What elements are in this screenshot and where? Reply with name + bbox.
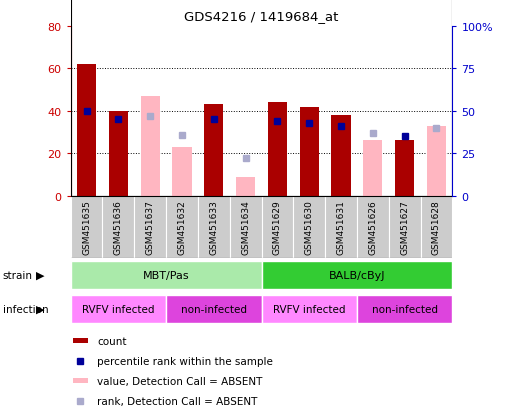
Bar xyxy=(300,107,319,196)
Text: count: count xyxy=(97,336,127,346)
Text: GSM451633: GSM451633 xyxy=(209,199,218,254)
Bar xyxy=(230,196,262,258)
Text: strain: strain xyxy=(3,270,32,280)
Text: value, Detection Call = ABSENT: value, Detection Call = ABSENT xyxy=(97,376,263,386)
Text: GSM451628: GSM451628 xyxy=(432,199,441,254)
Bar xyxy=(103,196,134,258)
Text: GSM451632: GSM451632 xyxy=(177,199,187,254)
Text: non-infected: non-infected xyxy=(372,304,438,314)
Bar xyxy=(357,196,389,258)
Bar xyxy=(204,105,223,196)
Bar xyxy=(325,196,357,258)
Bar xyxy=(198,196,230,258)
Text: ▶: ▶ xyxy=(36,270,44,280)
Bar xyxy=(77,65,96,196)
Bar xyxy=(395,141,414,196)
Title: GDS4216 / 1419684_at: GDS4216 / 1419684_at xyxy=(184,10,339,23)
Bar xyxy=(357,295,452,323)
Bar xyxy=(173,147,191,196)
Bar xyxy=(166,196,198,258)
Bar xyxy=(262,196,293,258)
Text: GSM451636: GSM451636 xyxy=(114,199,123,254)
Bar xyxy=(134,196,166,258)
Text: BALB/cByJ: BALB/cByJ xyxy=(328,270,385,280)
Text: RVFV infected: RVFV infected xyxy=(273,304,346,314)
Bar xyxy=(427,126,446,196)
Text: GSM451637: GSM451637 xyxy=(145,199,155,254)
Bar xyxy=(332,116,350,196)
Bar xyxy=(262,261,452,289)
Text: ▶: ▶ xyxy=(36,304,44,314)
Bar xyxy=(262,295,357,323)
Bar xyxy=(420,196,452,258)
Bar xyxy=(236,177,255,196)
Bar xyxy=(71,295,166,323)
Bar xyxy=(141,97,160,196)
Text: infection: infection xyxy=(3,304,48,314)
Text: RVFV infected: RVFV infected xyxy=(82,304,155,314)
Text: GSM451634: GSM451634 xyxy=(241,199,250,254)
Bar xyxy=(73,339,88,344)
Bar xyxy=(73,378,88,383)
Text: GSM451627: GSM451627 xyxy=(400,199,409,254)
Bar xyxy=(389,196,420,258)
Text: rank, Detection Call = ABSENT: rank, Detection Call = ABSENT xyxy=(97,396,258,406)
Text: MBT/Pas: MBT/Pas xyxy=(143,270,189,280)
Bar xyxy=(166,295,262,323)
Bar xyxy=(293,196,325,258)
Bar xyxy=(363,141,382,196)
Text: non-infected: non-infected xyxy=(181,304,247,314)
Text: GSM451631: GSM451631 xyxy=(336,199,346,254)
Bar xyxy=(268,103,287,196)
Text: GSM451630: GSM451630 xyxy=(305,199,314,254)
Text: percentile rank within the sample: percentile rank within the sample xyxy=(97,356,273,366)
Bar xyxy=(71,196,103,258)
Text: GSM451635: GSM451635 xyxy=(82,199,91,254)
Bar xyxy=(71,261,262,289)
Bar xyxy=(109,112,128,196)
Text: GSM451629: GSM451629 xyxy=(273,199,282,254)
Text: GSM451626: GSM451626 xyxy=(368,199,378,254)
